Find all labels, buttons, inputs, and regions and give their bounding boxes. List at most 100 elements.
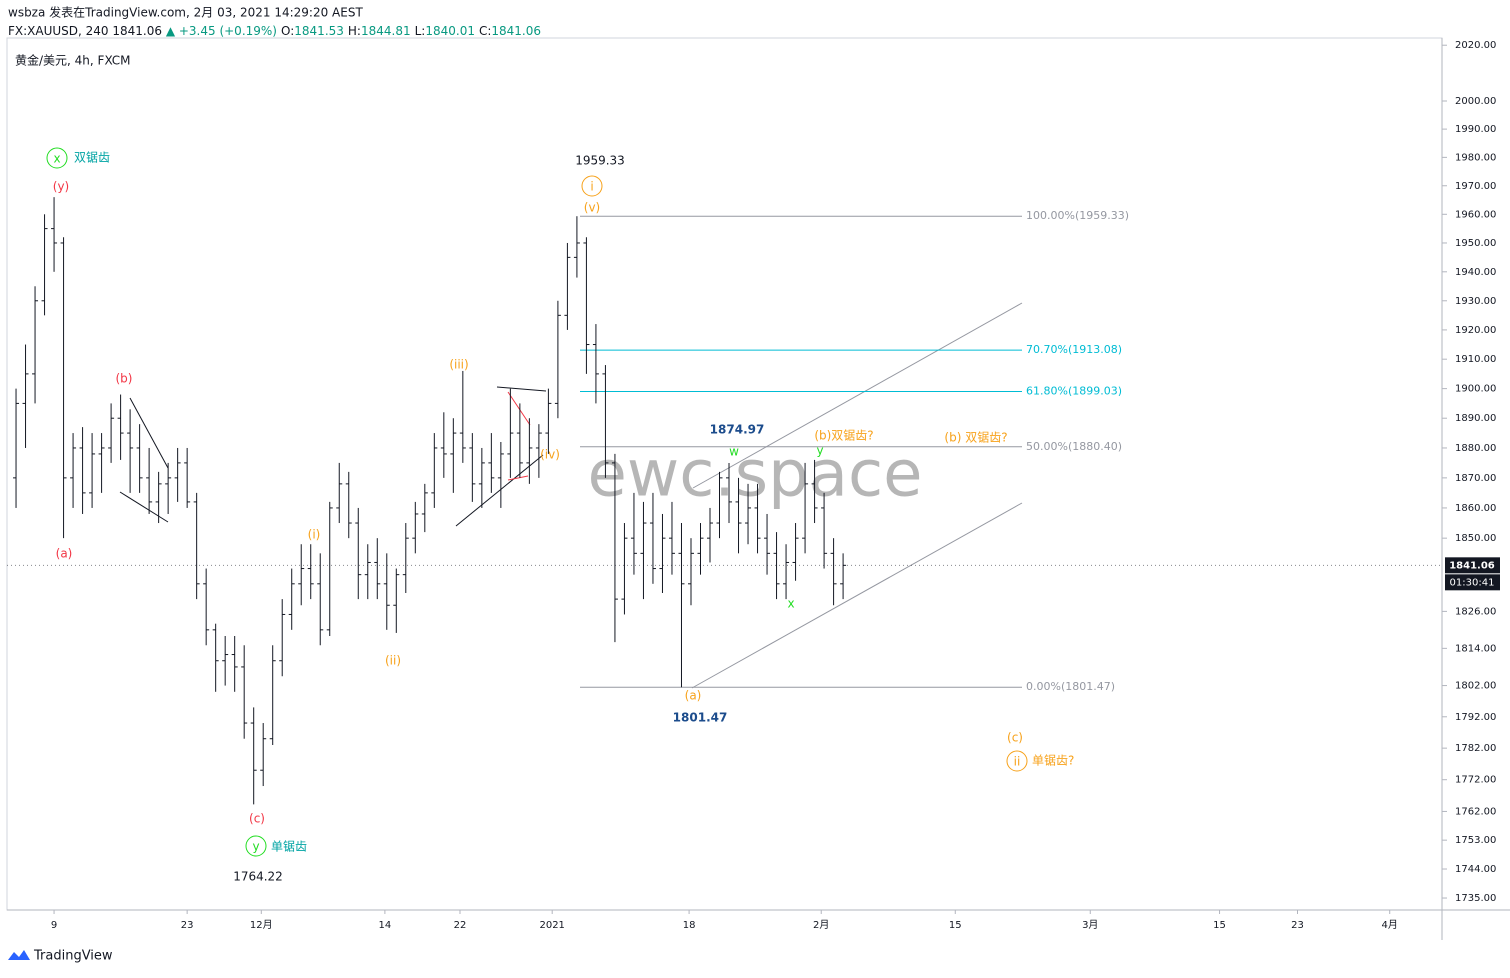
- x-tick-label: 9: [51, 920, 57, 931]
- l-key: L:: [415, 24, 426, 38]
- wave-label: (c): [1007, 731, 1023, 745]
- y-tick-label: 1920.00: [1455, 325, 1496, 336]
- watermark: ewc.space: [588, 438, 923, 512]
- wave-label: (i): [308, 528, 321, 542]
- y-tick-label: 1980.00: [1455, 152, 1496, 163]
- wave-label: (a): [56, 547, 73, 561]
- wave-label: x: [787, 597, 794, 611]
- h-key: H:: [348, 24, 361, 38]
- c-key: C:: [479, 24, 491, 38]
- y-tick-label: 1890.00: [1455, 413, 1496, 424]
- y-tick-label: 2000.00: [1455, 96, 1496, 107]
- footer: TradingView: [33, 949, 113, 964]
- wave-circle: [46, 147, 68, 169]
- x-tick-label: 2021: [539, 920, 564, 931]
- wave-label: (iv): [540, 448, 560, 462]
- y-tick-label: 1772.00: [1455, 775, 1496, 786]
- fib-label: 50.00%(1880.40): [1026, 440, 1122, 453]
- x-tick-label: 23: [1291, 920, 1304, 931]
- fib-label: 0.00%(1801.47): [1026, 680, 1115, 693]
- tv-logo: TradingView: [8, 949, 113, 964]
- wave-circle: [581, 175, 603, 197]
- last-price-label: 1841.06: [1449, 560, 1495, 571]
- channel: [691, 302, 1023, 689]
- wave-label: (a): [685, 689, 702, 703]
- wedge-line: [129, 397, 169, 469]
- price-note: 1801.47: [673, 711, 728, 725]
- y-tick-label: 1960.00: [1455, 209, 1496, 220]
- wave-label: (b) 双锯齿?: [944, 430, 1007, 445]
- wave-label: w: [729, 445, 739, 459]
- wave-circle: [1006, 750, 1028, 772]
- channel-lower: [691, 502, 1023, 689]
- y-tick-label: 1762.00: [1455, 806, 1496, 817]
- wave-circle: [245, 835, 267, 857]
- x-tick-label: 4月: [1382, 919, 1398, 931]
- y-tick-label: 1870.00: [1455, 473, 1496, 484]
- fib-label: 70.70%(1913.08): [1026, 343, 1122, 356]
- y-tick-label: 1970.00: [1455, 181, 1496, 192]
- o-key: O:: [281, 24, 294, 38]
- c-value: 1841.06: [491, 24, 541, 38]
- y-tick-label: 1910.00: [1455, 354, 1496, 365]
- y-tick-label: 2020.00: [1455, 40, 1496, 51]
- h-value: 1844.81: [361, 24, 411, 38]
- price-note: 1959.33: [575, 154, 625, 168]
- y-tick-label: 1753.00: [1455, 835, 1496, 846]
- y-tick-label: 1930.00: [1455, 296, 1496, 307]
- y-tick-label: 1782.00: [1455, 743, 1496, 754]
- wave-label: (y): [53, 180, 69, 194]
- wave-label: (b)双锯齿?: [814, 428, 873, 443]
- x-tick-label: 22: [454, 920, 467, 931]
- wave-note: 双锯齿: [74, 150, 110, 165]
- wave-label: y: [252, 840, 259, 854]
- x-tick-label: 2月: [813, 919, 829, 931]
- fib-label: 100.00%(1959.33): [1026, 209, 1129, 222]
- logo-mark: [8, 950, 30, 960]
- triangle-line: [496, 386, 547, 392]
- wedge-line: [119, 491, 169, 523]
- x-tick-label: 15: [1213, 920, 1226, 931]
- countdown-tag: [1445, 574, 1500, 591]
- wave-label: ii: [1014, 755, 1021, 769]
- triangle-line: [455, 454, 544, 527]
- price-note: 1874.97: [710, 423, 765, 437]
- symbol: FX:XAUUSD, 240 1841.06: [8, 24, 162, 38]
- wave-label: y: [816, 444, 823, 458]
- price-note: 1764.22: [233, 870, 283, 884]
- up-arrow: ▲: [162, 24, 179, 38]
- triangle-line: [507, 475, 529, 481]
- y-tick-label: 1814.00: [1455, 643, 1496, 654]
- y-tick-label: 1990.00: [1455, 124, 1496, 135]
- wave-labels: x 双锯齿 (y) (a) (b) (c) y 单锯齿 1764.22 (i) …: [46, 147, 1074, 884]
- y-tick-label: 1900.00: [1455, 384, 1496, 395]
- x-tick-label: 15: [949, 920, 962, 931]
- wave-note: 单锯齿?: [1032, 753, 1074, 768]
- wave-label: i: [590, 180, 593, 194]
- symbol-line: FX:XAUUSD, 240 1841.06 ▲ +3.45 (+0.19%) O…: [8, 24, 541, 38]
- x-tick-label: 18: [683, 920, 696, 931]
- author-line: wsbza 发表在TradingView.com, 2月 03, 2021 14…: [8, 5, 363, 20]
- change: +3.45 (+0.19%): [179, 24, 277, 38]
- price-bars: [13, 197, 847, 805]
- x-tick-label: 14: [379, 920, 392, 931]
- y-tick-label: 1940.00: [1455, 267, 1496, 278]
- triangle-line: [507, 391, 531, 426]
- wave-label: (ii): [385, 654, 401, 668]
- y-tick-label: 1850.00: [1455, 533, 1496, 544]
- wave-label: x: [53, 152, 60, 166]
- x-tick-label: 23: [181, 920, 194, 931]
- chart-title: 黄金/美元, 4h, FXCM: [15, 53, 131, 68]
- y-tick-label: 1826.00: [1455, 606, 1496, 617]
- fib-label: 61.80%(1899.03): [1026, 384, 1122, 397]
- y-tick-label: 1950.00: [1455, 238, 1496, 249]
- x-tick-label: 12月: [250, 919, 273, 931]
- wave-label: (iii): [449, 358, 468, 372]
- y-tick-label: 1735.00: [1455, 893, 1496, 904]
- y-tick-label: 1860.00: [1455, 503, 1496, 514]
- o-value: 1841.53: [294, 24, 344, 38]
- l-value: 1840.01: [425, 24, 475, 38]
- wave-note: 单锯齿: [271, 839, 307, 854]
